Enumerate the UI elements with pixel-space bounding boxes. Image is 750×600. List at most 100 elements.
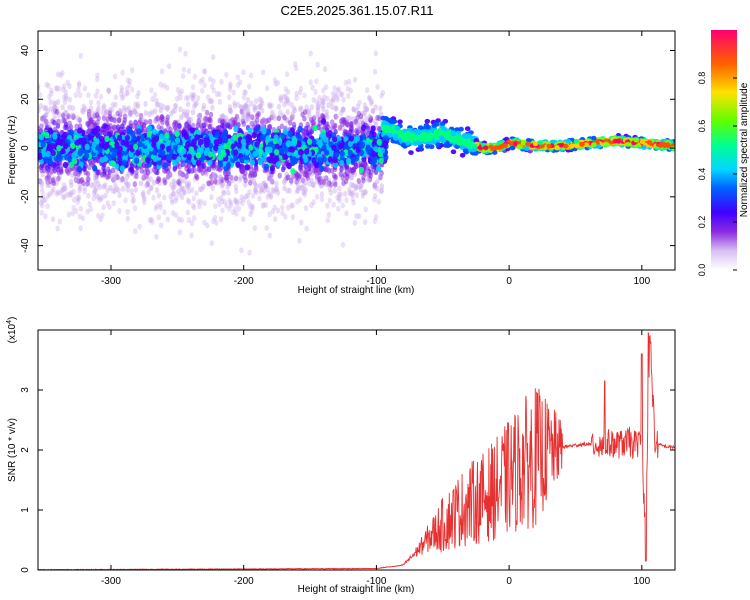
spectrogram-cell xyxy=(232,100,237,107)
spectrogram-cell xyxy=(222,189,227,196)
spectrogram-cell xyxy=(285,109,290,116)
spectrogram-cell xyxy=(209,240,214,247)
spectrogram-cell xyxy=(92,122,97,129)
spectrogram-cell xyxy=(248,72,254,79)
spectrogram-cell xyxy=(222,198,228,205)
spectrogram-cell xyxy=(119,177,124,183)
spectrogram-cell xyxy=(278,94,284,101)
spectrogram-cell xyxy=(52,119,57,126)
spectrogram-cell xyxy=(39,179,44,186)
spectrogram-cell xyxy=(57,119,63,125)
spectrogram-cell xyxy=(267,103,273,110)
spectrogram-cell xyxy=(325,95,330,102)
spectrogram-cell xyxy=(351,106,356,113)
spectrogram-cell xyxy=(142,196,147,203)
spectrogram-cell xyxy=(56,169,61,176)
spectrogram-cell xyxy=(209,83,215,90)
spectrogram-cell xyxy=(184,95,189,102)
spectrogram-cell xyxy=(190,109,196,116)
spectrogram-cell xyxy=(164,84,170,91)
spectrogram-cell xyxy=(274,186,279,193)
spectrogram-cell xyxy=(172,107,178,114)
spectrogram-cell xyxy=(375,83,380,90)
spectrogram-cell xyxy=(333,181,338,188)
spectrogram-cell xyxy=(196,113,202,120)
spectrogram-cell xyxy=(307,108,312,115)
spectrogram-cell xyxy=(162,194,167,201)
spectrogram-cell xyxy=(236,116,241,123)
spectrogram-cell xyxy=(61,83,67,90)
spectrogram-cell xyxy=(351,199,356,206)
spectrogram-cell xyxy=(130,192,136,199)
spectrogram-cell xyxy=(283,93,288,100)
spectrogram-cell xyxy=(325,217,330,224)
spectrogram-cell xyxy=(304,104,309,111)
spectrogram-cell xyxy=(208,76,213,83)
spectrogram-cell xyxy=(265,186,270,193)
spectrogram-cell xyxy=(336,191,342,198)
spectrogram-cell xyxy=(103,109,109,115)
spectrogram-cell xyxy=(103,110,109,117)
spectrogram-cell xyxy=(329,98,334,105)
spectrogram-cell xyxy=(267,211,272,218)
spectrogram-cell xyxy=(127,81,132,88)
spectrogram-cell xyxy=(301,183,306,189)
spectrogram-cell xyxy=(177,171,183,178)
spectrogram-cell xyxy=(244,102,249,109)
spectrogram-cell xyxy=(128,110,133,117)
spectrogram-cell xyxy=(189,92,194,99)
spectrogram-cell xyxy=(181,111,186,118)
spectrogram-cell xyxy=(170,210,176,216)
spectrogram-cell xyxy=(353,119,358,125)
spectrogram-cell xyxy=(95,156,100,163)
spectrogram-cell xyxy=(225,183,230,190)
spectrogram-cell xyxy=(378,157,384,165)
spectrogram-cell xyxy=(132,108,137,115)
spectrogram-cell xyxy=(67,96,73,103)
spectrogram-cell xyxy=(269,178,275,185)
spectrogram-cell xyxy=(104,108,109,115)
spectrogram-cell xyxy=(240,166,245,173)
spectrogram-cell xyxy=(253,183,259,190)
spectrogram-cell xyxy=(276,103,282,110)
spectrogram-cell xyxy=(146,125,153,132)
spectrogram-cell xyxy=(230,177,235,183)
spectrogram-cell xyxy=(316,103,321,110)
spectrogram-cell xyxy=(122,107,127,114)
spectrogram-cell xyxy=(379,147,385,154)
spectrogram-cell xyxy=(262,180,267,187)
spectrogram-cell xyxy=(213,203,218,210)
spectrogram-cell xyxy=(251,178,257,185)
spectrogram-cell xyxy=(134,173,139,180)
spectrogram-cell xyxy=(46,173,51,180)
spectrogram-cell xyxy=(371,166,377,173)
spectrogram-cell xyxy=(110,101,116,108)
spectrogram-cell xyxy=(228,108,233,115)
spectrogram-cell xyxy=(231,89,236,96)
spectrogram-cell xyxy=(106,87,111,94)
spectrogram-cell xyxy=(330,103,335,110)
spectrogram-cell xyxy=(228,86,233,93)
spectrogram-cell xyxy=(366,166,371,173)
spectrogram-cell xyxy=(233,198,238,205)
spectrogram-cell xyxy=(320,112,325,119)
spectrogram-cell xyxy=(92,186,98,193)
spectrogram-cell xyxy=(283,213,288,220)
spectrogram-cell xyxy=(94,185,99,192)
spectrogram-cell xyxy=(151,128,158,135)
spectrogram-cell xyxy=(228,107,233,114)
spectrogram-cell xyxy=(220,122,225,129)
spectrogram-cell xyxy=(158,148,164,155)
spectrogram-cell xyxy=(214,219,219,226)
spectrogram-cell xyxy=(163,179,168,186)
spectrogram-cell xyxy=(272,77,278,83)
spectrogram-cell xyxy=(200,87,205,94)
spectrogram-cell xyxy=(158,201,163,208)
spectrogram-cell xyxy=(105,187,110,194)
spectrogram-cell xyxy=(189,187,195,193)
spectrogram-cell xyxy=(344,197,349,203)
spectrogram-cell xyxy=(220,198,225,205)
spectrogram-cell xyxy=(273,80,278,87)
spectrogram-cell xyxy=(173,212,179,219)
spectrogram-cell xyxy=(291,105,297,112)
